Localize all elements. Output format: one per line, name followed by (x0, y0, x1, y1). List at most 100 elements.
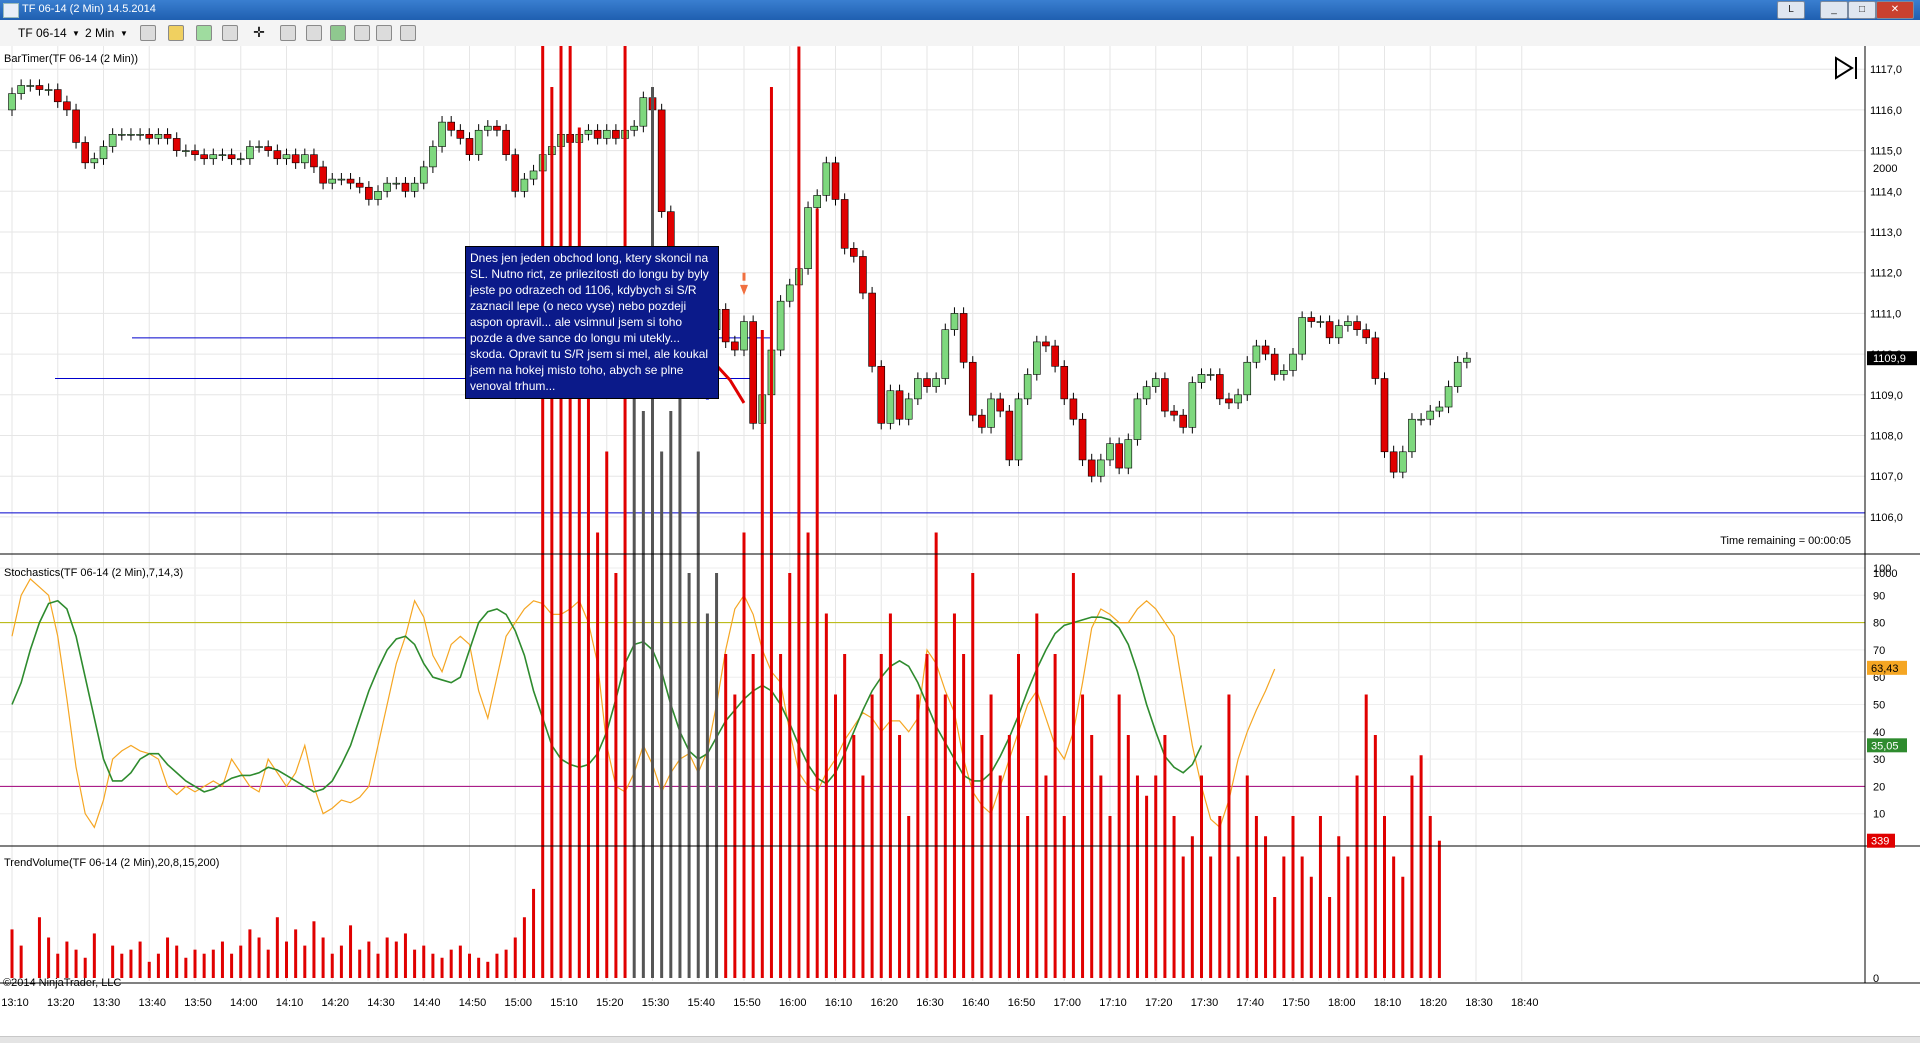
candle-body (365, 186, 373, 200)
candle-body (383, 182, 391, 192)
properties-icon[interactable] (306, 25, 322, 41)
candle-body (291, 154, 300, 164)
volume-bar (1318, 816, 1322, 978)
add-indicator-icon[interactable] (196, 25, 212, 41)
volume-bar (888, 613, 892, 978)
stoch-tick-label: 80 (1873, 618, 1885, 630)
link-button[interactable]: L (1777, 1, 1805, 19)
status-bar (0, 1036, 1920, 1043)
volume-bar (230, 953, 234, 978)
stoch-tick-label: 40 (1873, 727, 1885, 739)
close-button[interactable]: ✕ (1876, 1, 1914, 19)
zoom-icon[interactable] (280, 25, 296, 41)
volume-bar (1401, 876, 1405, 978)
candle-body (511, 154, 520, 192)
candle-body (1188, 382, 1197, 428)
x-tick-label: 16:40 (962, 997, 990, 1009)
candle-body (1151, 378, 1160, 387)
stoch-tick-label: 90 (1873, 590, 1885, 602)
volume-bar (92, 933, 96, 978)
candle-body (227, 154, 236, 160)
pencil-icon[interactable] (168, 25, 184, 41)
volume-bar (522, 917, 526, 978)
stoch-tick-label: 100 (1873, 563, 1891, 575)
chart-area[interactable]: 13:10 13:20 13:30 13:40 13:50 14:00 14:10 14:20… (0, 46, 1920, 1036)
volume-bar (1209, 856, 1213, 978)
bar-type-icon[interactable] (140, 25, 156, 41)
volume-bar (1053, 654, 1057, 978)
candle-body (246, 146, 254, 160)
candle-body (1408, 418, 1416, 453)
candle-body (593, 129, 602, 139)
volume-bar (724, 654, 728, 978)
candle-body (145, 134, 154, 139)
candle-body (1051, 345, 1059, 367)
volume-bar (193, 949, 197, 978)
volume-bar (440, 957, 444, 978)
volume-bar (998, 775, 1002, 978)
minimize-button[interactable]: _ (1820, 1, 1848, 19)
x-tick-label: 13:10 (1, 997, 29, 1009)
trade-note-textbox[interactable]: Dnes jen jeden obchod long, ktery skonci… (465, 246, 719, 399)
volume-bar (358, 949, 362, 978)
x-tick-label: 15:20 (596, 997, 624, 1009)
volume-bar (769, 87, 773, 978)
chart-trader-icon[interactable] (400, 25, 416, 41)
screenshot-icon[interactable] (354, 25, 370, 41)
volume-bar (742, 532, 746, 978)
volume-bar (266, 949, 270, 978)
volume-bar (65, 941, 69, 978)
strategy-icon[interactable] (222, 25, 238, 41)
time-remaining-text: Time remaining = 00:00:05 (1720, 535, 1851, 547)
candle-body (63, 101, 71, 111)
candle-body (1417, 418, 1425, 421)
x-tick-label: 14:00 (230, 997, 258, 1009)
volume-bar (1328, 897, 1332, 978)
volume-bar (138, 941, 142, 978)
candle-body (831, 162, 840, 200)
volume-bar (1163, 735, 1167, 978)
instrument-selector[interactable]: TF 06-14 (18, 26, 67, 40)
exit-arrow (740, 284, 748, 296)
volume-bar (422, 945, 426, 978)
volume-bar (632, 370, 636, 978)
candle-body (191, 150, 199, 155)
maximize-button[interactable]: □ (1848, 1, 1876, 19)
x-tick-label: 14:20 (321, 997, 349, 1009)
candle-body (987, 398, 995, 428)
candle-body (1106, 443, 1114, 461)
volume-bar (1026, 816, 1030, 978)
crosshair-icon[interactable]: ✛ (253, 24, 265, 40)
volume-bar (1419, 755, 1423, 978)
window-titlebar: TF 06-14 (2 Min) 14.5.2014 L _ □ ✕ (0, 0, 1920, 20)
volume-bar (1410, 775, 1414, 978)
volume-bar (376, 953, 380, 978)
print-icon[interactable] (376, 25, 392, 41)
volume-bar (257, 937, 261, 978)
chevron-down-icon[interactable]: ▼ (120, 29, 128, 38)
candle-body (1298, 317, 1306, 355)
candle-body (346, 178, 355, 184)
candle-body (1142, 386, 1151, 400)
candle-body (474, 129, 483, 155)
candle-body (99, 146, 108, 160)
candle-body (465, 138, 474, 155)
candle-body (1252, 345, 1261, 363)
price-tick-label: 1115,0 (1870, 146, 1902, 158)
candle-body (483, 125, 492, 131)
volume-bar (568, 46, 572, 978)
data-box-icon[interactable] (330, 25, 346, 41)
volume-bar (312, 921, 316, 978)
candle-body (1115, 443, 1123, 469)
volume-bar (468, 953, 471, 978)
x-tick-label: 18:00 (1328, 997, 1356, 1009)
volume-bar (349, 925, 353, 978)
volume-bar (596, 532, 600, 978)
play-icon[interactable] (1835, 56, 1857, 80)
candle-body (740, 321, 748, 351)
interval-selector[interactable]: 2 Min (85, 26, 115, 40)
volume-bar (559, 46, 563, 978)
volume-bar (166, 937, 170, 978)
volume-bar (1035, 613, 1039, 978)
chevron-down-icon[interactable]: ▼ (72, 29, 80, 38)
